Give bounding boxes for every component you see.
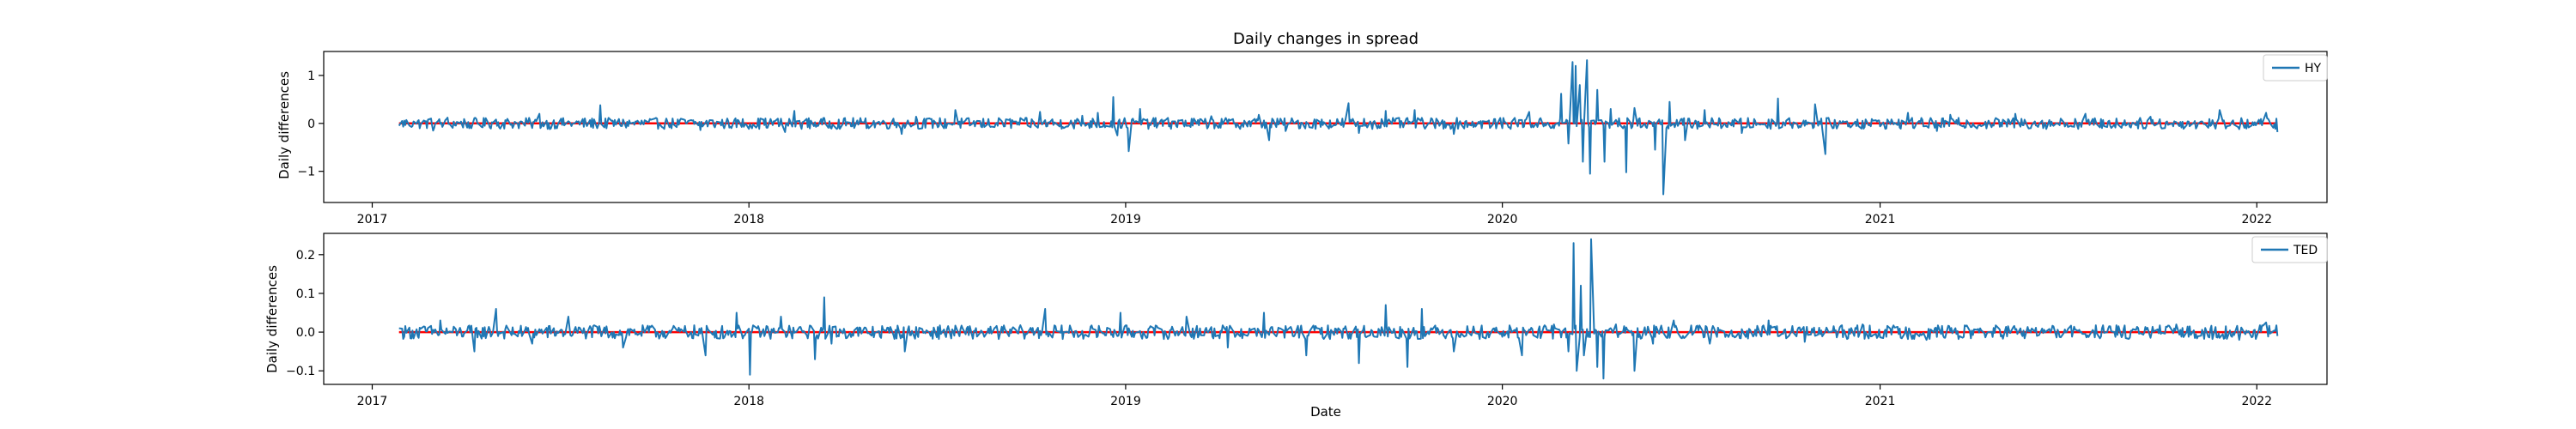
hy-series-line — [398, 59, 2279, 196]
ted-series-line — [398, 238, 2279, 380]
ted-xlabel: Date — [1310, 404, 1341, 420]
ted-x-tick-label: 2017 — [357, 395, 388, 408]
hy-y-tick-label: 1 — [307, 69, 315, 83]
ted-legend: TED — [2251, 236, 2328, 263]
ted-y-tick-label: 0.1 — [296, 287, 315, 301]
hy-x-tick-label: 2019 — [1110, 213, 1141, 227]
hy-x-tick-label: 2021 — [1865, 213, 1896, 227]
ted-x-tick-label: 2020 — [1487, 395, 1518, 408]
figure-title: Daily changes in spread — [1233, 30, 1419, 48]
hy-legend: HY — [2263, 54, 2328, 82]
ted-y-tick-label: −0.1 — [286, 365, 315, 378]
hy-x-tick-label: 2017 — [357, 213, 388, 227]
hy-x-tick-label: 2018 — [733, 213, 764, 227]
ted-x-tick-label: 2021 — [1865, 395, 1896, 408]
ted-ylabel: Daily differences — [264, 265, 280, 373]
hy-axes-frame — [323, 51, 2328, 203]
hy-x-tick-label: 2020 — [1487, 213, 1518, 227]
ted-y-tick-label: 0.2 — [296, 249, 315, 263]
ted-x-tick-label: 2018 — [733, 395, 764, 408]
ted-legend-box — [2251, 236, 2328, 263]
hy-legend-label: HY — [2305, 62, 2322, 76]
hy-ylabel: Daily differences — [276, 71, 292, 179]
hy-y-tick-label: 0 — [307, 118, 315, 131]
hy-panel: Daily differences 2017 2018 2019 2020 2021 20… — [276, 51, 2328, 227]
ted-panel: Daily differences Date 2017 2018 2019 2020 2… — [264, 233, 2328, 420]
ted-y-tick-label: 0.0 — [296, 326, 315, 340]
hy-y-tick-label: −1 — [297, 166, 315, 179]
hy-x-tick-label: 2022 — [2241, 213, 2272, 227]
ted-legend-label: TED — [2293, 244, 2318, 257]
ted-x-tick-label: 2022 — [2241, 395, 2272, 408]
ted-axes-frame — [323, 233, 2328, 385]
ted-x-tick-label: 2019 — [1110, 395, 1141, 408]
